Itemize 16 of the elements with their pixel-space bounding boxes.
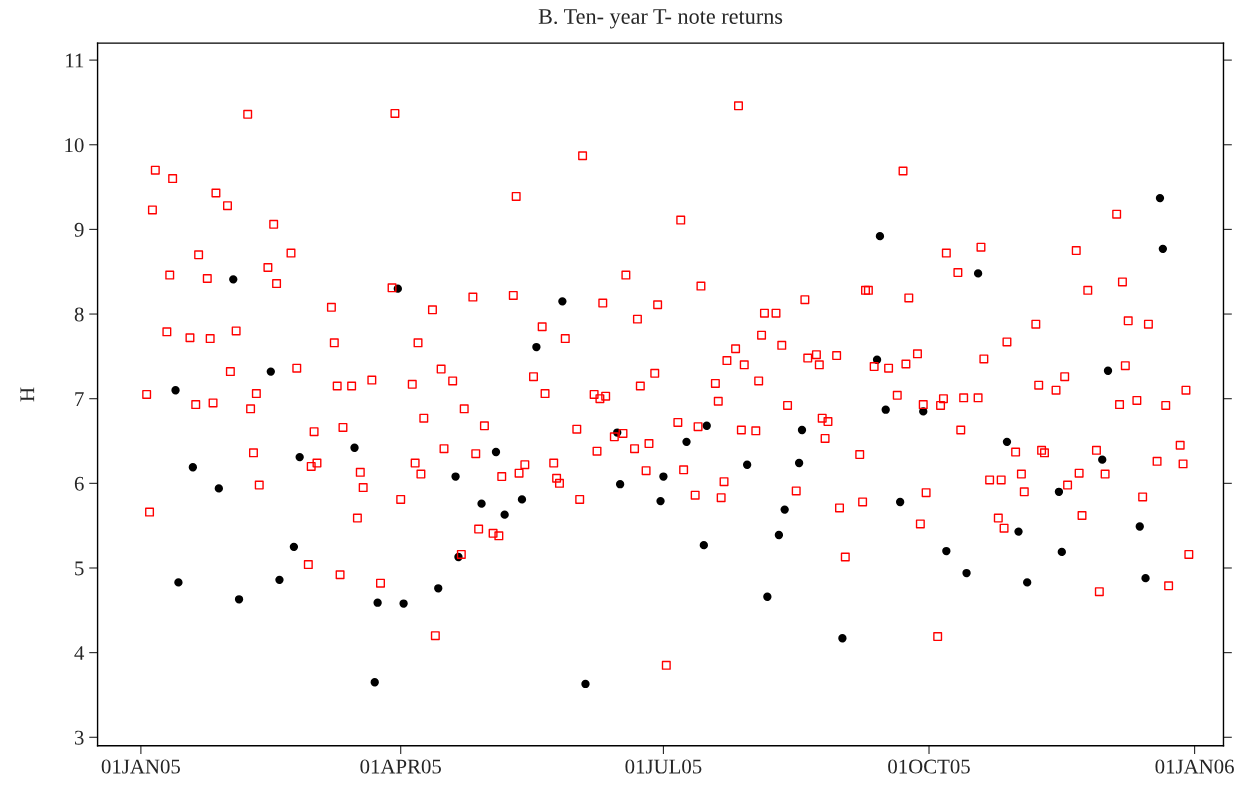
y-tick-label: 4 xyxy=(74,646,85,660)
y-tick-label: 8 xyxy=(74,307,84,322)
x-tick-label: 01JAN06 xyxy=(1155,759,1234,774)
x-tick-label: 01APR05 xyxy=(360,759,441,774)
x-tick-label: 01JAN05 xyxy=(101,759,180,774)
y-axis-title: H xyxy=(20,387,35,402)
y-tick-label: 7 xyxy=(75,392,84,406)
y-tick-label: 5 xyxy=(75,561,84,576)
y-tick-label: 11 xyxy=(66,53,84,68)
y-tick-label: 10 xyxy=(65,138,84,153)
y-tick-label: 9 xyxy=(74,222,84,237)
chart-title: B. Ten- year T- note returns xyxy=(538,9,783,29)
x-tick-label: 01JUL05 xyxy=(625,759,702,774)
x-tick-label: 01OCT05 xyxy=(888,759,970,774)
y-tick-label: 3 xyxy=(74,730,84,745)
y-tick-label: 6 xyxy=(74,476,84,491)
